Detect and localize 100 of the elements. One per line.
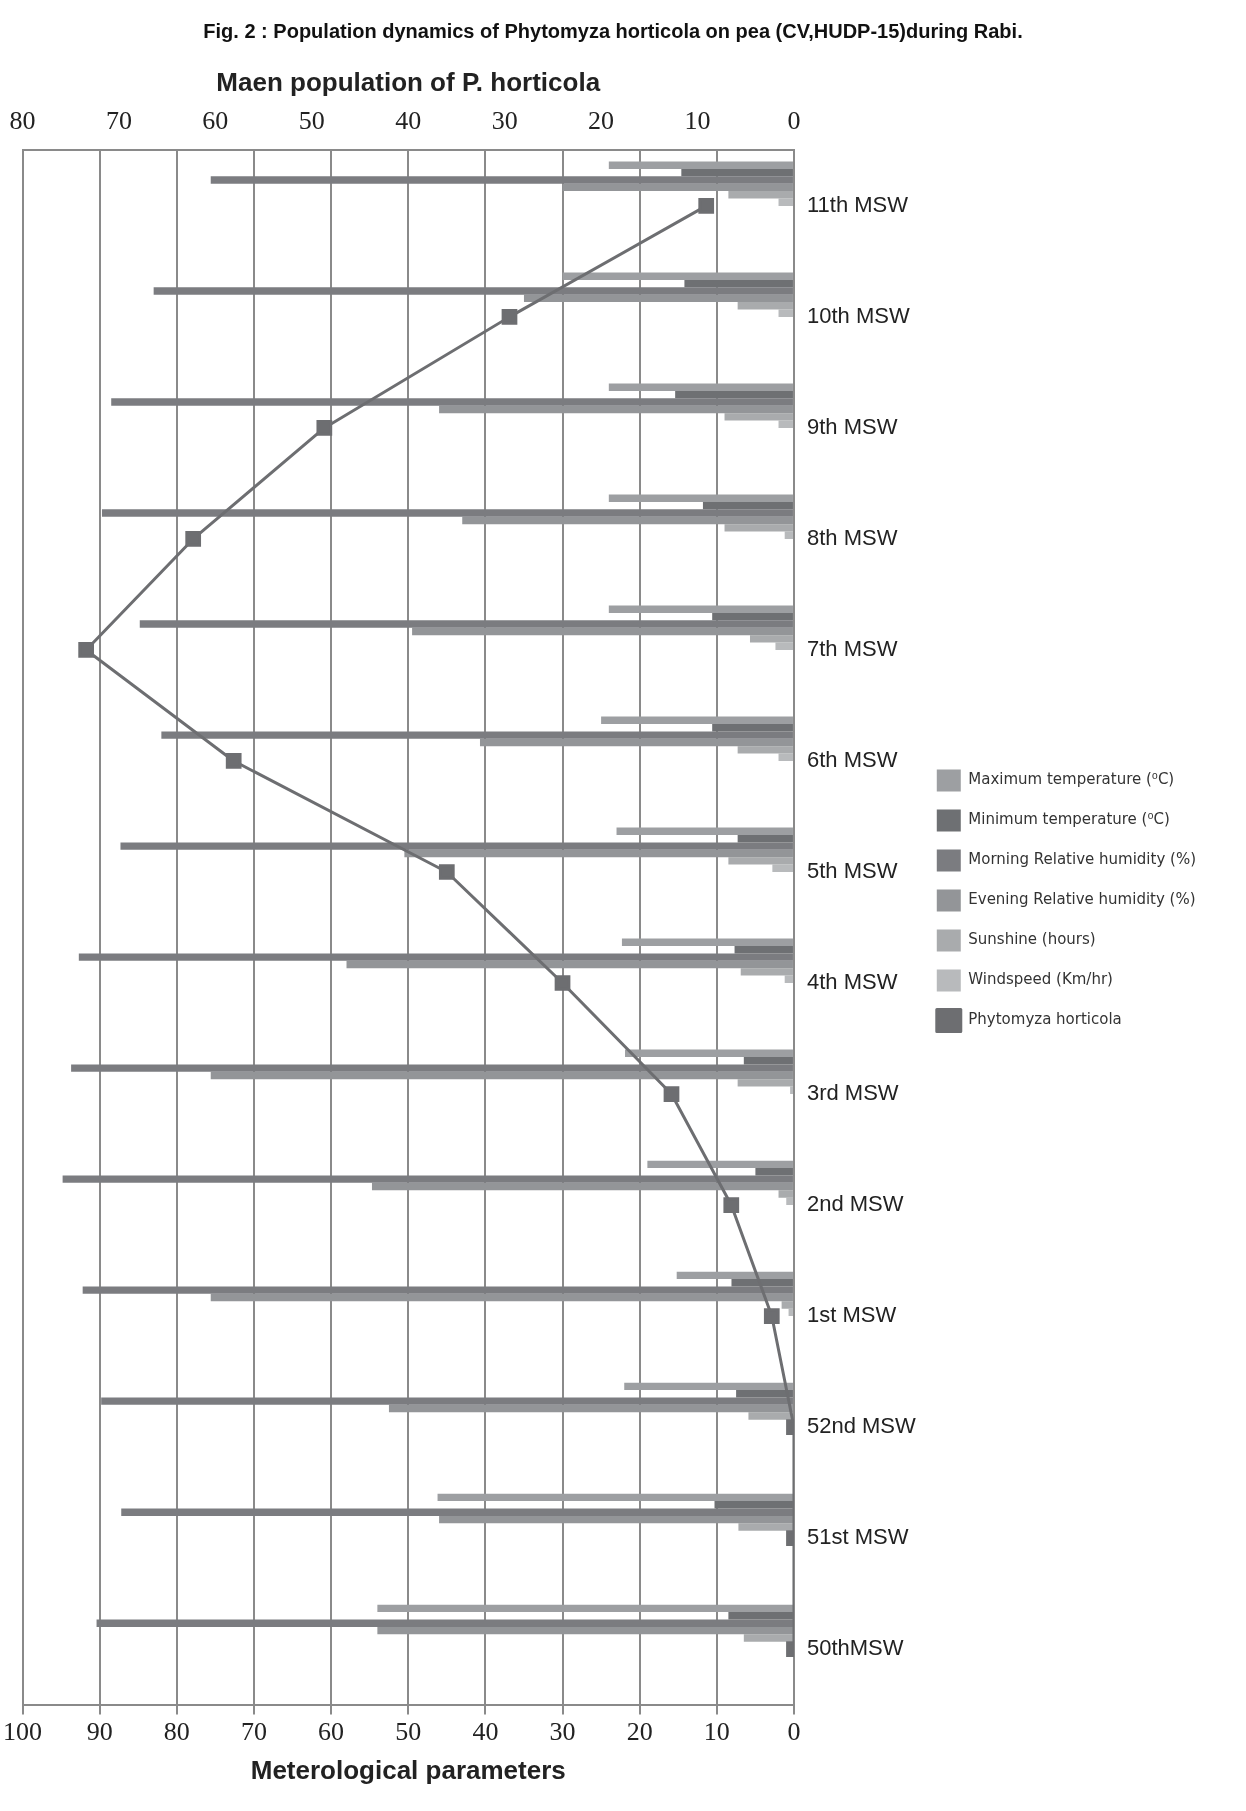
point xyxy=(316,420,333,436)
bar xyxy=(737,746,793,754)
bar xyxy=(161,731,793,739)
bar xyxy=(775,642,793,650)
bar xyxy=(772,864,793,872)
bar xyxy=(778,309,793,317)
bar xyxy=(676,1271,793,1280)
bar xyxy=(523,294,793,303)
bar xyxy=(377,1604,793,1613)
x2-tick-label: 0 xyxy=(787,105,801,135)
bar xyxy=(728,191,793,199)
point xyxy=(554,975,571,991)
y-tick-label: 11th MSW xyxy=(806,191,909,217)
bar xyxy=(608,383,793,391)
y-tick-label: 8th MSW xyxy=(806,525,898,551)
bar xyxy=(412,627,793,636)
bar xyxy=(784,531,793,539)
bar xyxy=(608,161,793,169)
bar xyxy=(139,620,793,628)
legend-label: Phytomyza horticola xyxy=(968,1010,1122,1029)
legend-label: Morning Relative humidity (%) xyxy=(968,850,1196,869)
x-tick-label: 100 xyxy=(3,1717,42,1747)
bar xyxy=(388,1404,793,1413)
bar xyxy=(462,516,793,525)
bar xyxy=(111,398,793,406)
bar xyxy=(749,635,793,643)
bar xyxy=(778,1190,793,1198)
legend-label: Windspeed (Km/hr) xyxy=(968,970,1113,989)
bar xyxy=(608,494,793,502)
bar xyxy=(621,938,793,946)
y-tick-label: 3rd MSW xyxy=(806,1080,899,1106)
bar xyxy=(601,716,793,724)
x-tick-label: 30 xyxy=(549,1717,576,1747)
bar xyxy=(712,723,793,732)
bar xyxy=(624,1382,793,1391)
y-tick-label: 51st MSW xyxy=(806,1524,909,1550)
x2-axis-title: Maen population of P. horticola xyxy=(216,66,601,97)
x2-tick-label: 10 xyxy=(684,105,711,135)
x2-tick-label: 30 xyxy=(491,105,518,135)
x2-tick-label: 20 xyxy=(588,105,615,135)
bar xyxy=(210,1071,793,1080)
bar xyxy=(737,834,793,843)
x-tick-label: 90 xyxy=(86,1717,113,1747)
bar xyxy=(625,1049,793,1058)
x-tick-label: 10 xyxy=(703,1717,730,1747)
x2-tick-label: 60 xyxy=(202,105,229,135)
bar xyxy=(371,1182,793,1191)
bar xyxy=(737,1079,793,1087)
bar xyxy=(728,857,793,865)
bar xyxy=(755,1168,793,1176)
bar xyxy=(479,738,793,747)
bar xyxy=(743,1634,793,1642)
y-tick-label: 4th MSW xyxy=(806,969,898,995)
bar xyxy=(790,1086,793,1095)
legend-label: Minimum temperature (⁰C) xyxy=(968,810,1170,829)
bar xyxy=(437,1493,793,1502)
x-tick-label: 0 xyxy=(787,1717,801,1747)
y-tick-label: 6th MSW xyxy=(806,747,898,773)
y-tick-label: 1st MSW xyxy=(806,1302,897,1328)
bar xyxy=(647,1160,793,1169)
legend-label: Evening Relative humidity (%) xyxy=(968,890,1196,909)
bar xyxy=(675,390,793,399)
x-tick-label: 60 xyxy=(318,1717,345,1747)
bar xyxy=(82,1286,793,1294)
bar xyxy=(781,1301,793,1309)
y-tick-label: 9th MSW xyxy=(806,414,898,439)
y-tick-label: 5th MSW xyxy=(806,858,898,884)
x-axis-title: Meterological parameters xyxy=(250,1754,566,1785)
x2-tick-label: 50 xyxy=(298,105,325,135)
bar xyxy=(562,183,793,192)
bar xyxy=(778,420,793,428)
bar xyxy=(724,524,793,532)
bar xyxy=(784,975,793,984)
y-tick-label: 7th MSW xyxy=(806,636,898,662)
x-tick-label: 70 xyxy=(240,1717,267,1747)
bar xyxy=(778,198,793,206)
bar xyxy=(210,176,793,184)
bar xyxy=(712,612,793,621)
bar xyxy=(684,279,793,288)
bar xyxy=(346,960,793,969)
bar xyxy=(210,1293,793,1302)
point xyxy=(225,753,242,769)
y-tick-label: 52nd MSW xyxy=(806,1413,917,1439)
bar xyxy=(62,1175,793,1183)
point xyxy=(763,1308,780,1324)
bar xyxy=(120,842,793,850)
bar xyxy=(439,405,793,414)
bar xyxy=(737,302,793,310)
bar xyxy=(743,1057,793,1065)
bar xyxy=(616,827,793,835)
bar xyxy=(778,753,793,761)
x-tick-label: 80 xyxy=(163,1717,190,1747)
bar xyxy=(681,168,793,177)
bar xyxy=(786,1197,793,1206)
bar xyxy=(740,968,793,976)
point xyxy=(663,1086,680,1102)
bar xyxy=(101,509,793,517)
point xyxy=(78,642,95,658)
bar xyxy=(153,287,793,295)
bar xyxy=(738,1523,793,1531)
